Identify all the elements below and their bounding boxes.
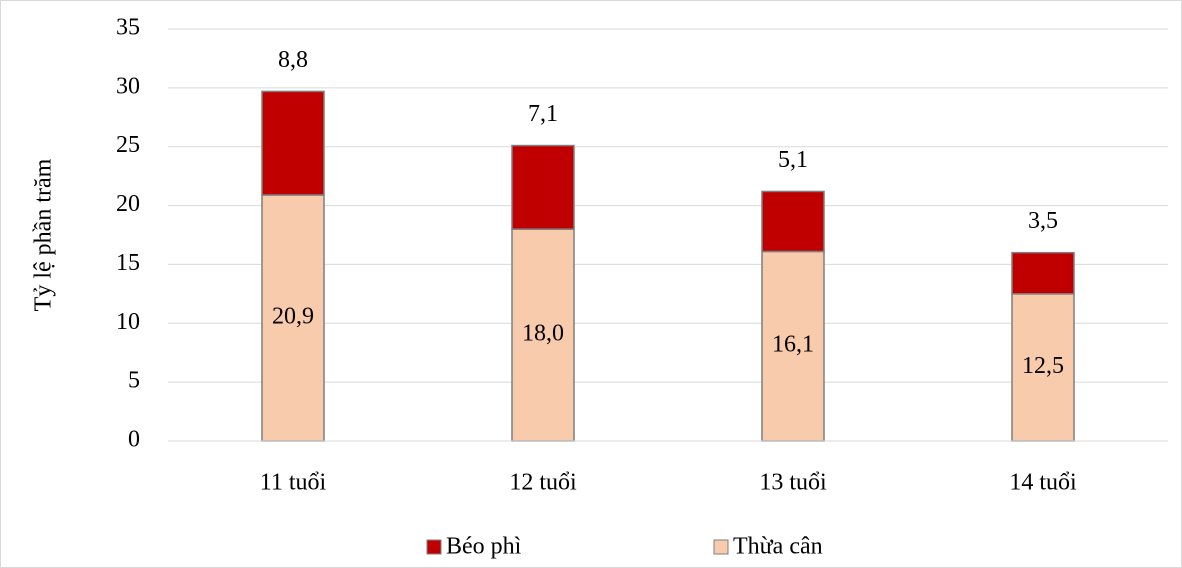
legend-label: Béo phì — [446, 534, 522, 560]
bar-segment — [1011, 293, 1075, 442]
x-tick-label: 14 tuổi — [1009, 470, 1077, 496]
data-label: 3,5 — [1028, 208, 1058, 234]
data-label: 18,0 — [522, 321, 564, 347]
y-tick-label: 20 — [116, 191, 140, 217]
data-label: 7,1 — [528, 101, 558, 127]
bar-segment — [1011, 251, 1075, 295]
y-tick-label: 0 — [128, 427, 140, 453]
y-tick-label: 35 — [116, 15, 140, 41]
x-tick-label: 12 tuổi — [509, 470, 577, 496]
bar-segment — [761, 250, 825, 442]
y-tick-label: 25 — [116, 132, 140, 158]
legend-swatch — [713, 539, 729, 555]
data-label: 16,1 — [772, 332, 814, 358]
bar-segment — [511, 228, 575, 442]
bar-segment — [511, 144, 575, 230]
data-label: 20,9 — [272, 303, 314, 329]
y-tick-label: 10 — [116, 309, 140, 335]
y-axis-label: Tỷ lệ phần trăm — [31, 158, 57, 311]
x-tick-label: 11 tuổi — [260, 470, 327, 496]
data-label: 12,5 — [1022, 353, 1064, 379]
data-label: 5,1 — [778, 147, 808, 173]
data-label: 8,8 — [278, 47, 308, 73]
y-tick-label: 15 — [116, 250, 140, 276]
legend-swatch — [426, 539, 442, 555]
y-tick-label: 5 — [128, 368, 140, 394]
bar-segment — [261, 90, 325, 196]
legend-label: Thừa cân — [733, 534, 823, 560]
y-tick-label: 30 — [116, 73, 140, 99]
bar-segment — [261, 194, 325, 442]
bar-segment — [761, 190, 825, 253]
x-tick-label: 13 tuổi — [759, 470, 827, 496]
